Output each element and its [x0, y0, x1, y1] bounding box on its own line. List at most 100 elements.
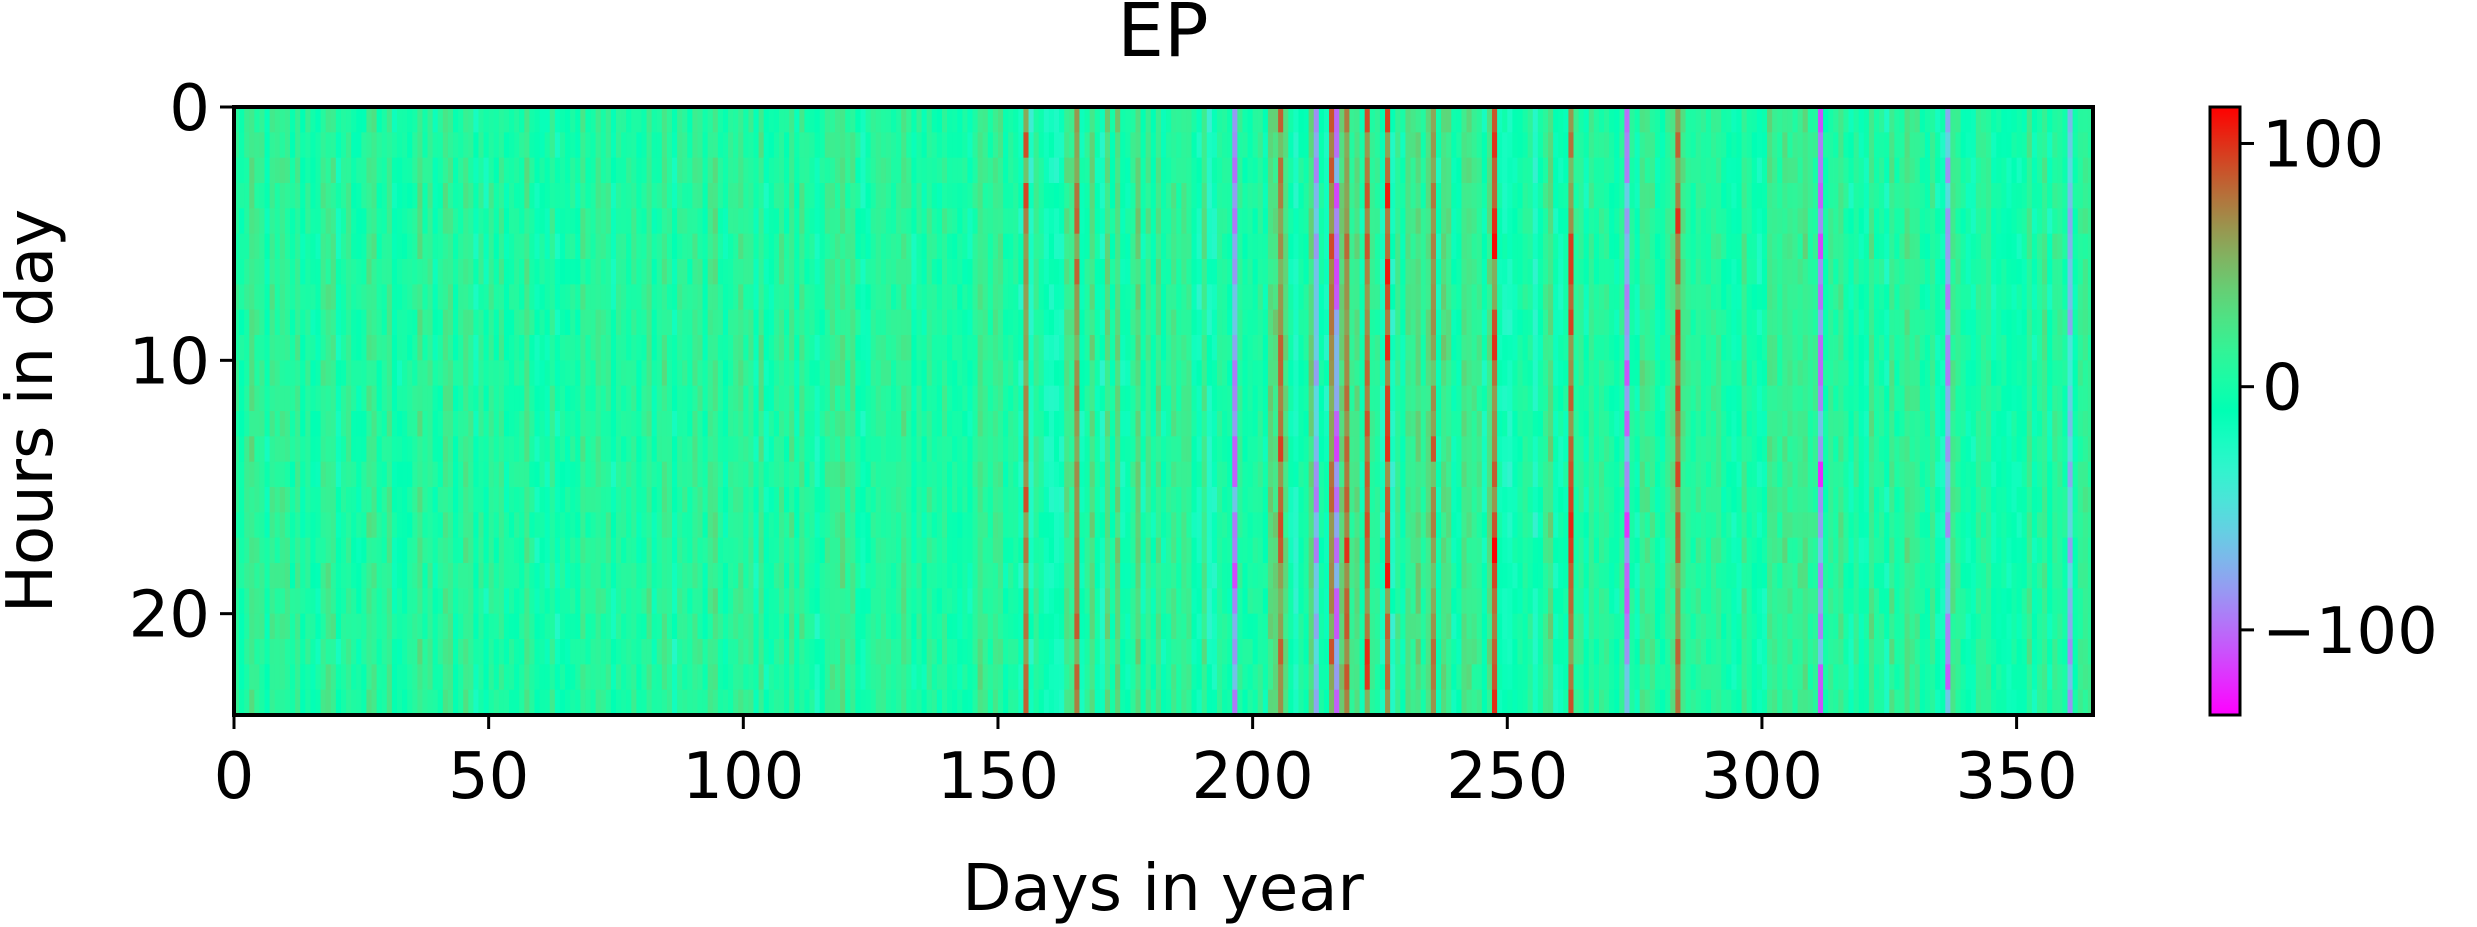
heatmap-cell	[799, 613, 806, 640]
heatmap-cell	[845, 537, 851, 564]
heatmap-cell	[1023, 208, 1030, 235]
heatmap-cell	[641, 208, 648, 235]
heatmap-cell	[407, 639, 413, 665]
heatmap-cell	[997, 563, 1004, 589]
heatmap-cell	[1135, 689, 1142, 716]
heatmap-cell	[234, 208, 240, 235]
heatmap-cell	[641, 461, 648, 488]
heatmap-cell	[1130, 335, 1137, 361]
heatmap-cell	[503, 588, 510, 615]
heatmap-cell	[1033, 385, 1040, 412]
heatmap-cell	[687, 563, 693, 589]
heatmap-cell	[753, 107, 760, 133]
heatmap-cell	[412, 107, 418, 133]
heatmap-cell	[631, 588, 637, 615]
heatmap-cell	[855, 664, 862, 691]
heatmap-cell	[427, 512, 434, 539]
heatmap-cell	[534, 233, 541, 260]
heatmap-cell	[1028, 157, 1035, 184]
heatmap-cell	[850, 613, 856, 640]
heatmap-cell	[626, 411, 632, 437]
heatmap-cell	[1191, 512, 1198, 539]
heatmap-cell	[1084, 436, 1091, 463]
heatmap-cell	[1013, 436, 1019, 463]
heatmap-cell	[870, 436, 877, 463]
heatmap-cell	[626, 639, 632, 665]
heatmap-cell	[1130, 487, 1137, 513]
heatmap-cell	[641, 132, 648, 159]
heatmap-cell	[371, 563, 378, 589]
heatmap-cell	[519, 259, 525, 285]
heatmap-cell	[605, 563, 612, 589]
heatmap-cell	[722, 309, 729, 336]
heatmap-cell	[1094, 157, 1101, 184]
heatmap-cell	[773, 639, 780, 665]
heatmap-cell	[239, 157, 245, 184]
heatmap-cell	[631, 107, 637, 133]
heatmap-cell	[768, 689, 775, 716]
heatmap-cell	[880, 461, 887, 488]
heatmap-cell	[784, 132, 790, 159]
heatmap-cell	[763, 309, 770, 336]
heatmap-cell	[814, 487, 821, 513]
heatmap-cell	[672, 259, 678, 285]
heatmap-cell	[1099, 132, 1106, 159]
heatmap-cell	[829, 233, 836, 260]
heatmap-cell	[1059, 512, 1065, 539]
heatmap-cell	[997, 461, 1004, 488]
heatmap-cell	[559, 461, 566, 488]
heatmap-cell	[809, 335, 816, 361]
heatmap-cell	[417, 157, 424, 184]
heatmap-cell	[896, 436, 902, 463]
heatmap-cell	[356, 132, 362, 159]
heatmap-cell	[717, 259, 724, 285]
heatmap-cell	[1206, 107, 1213, 133]
heatmap-cell	[1262, 411, 1269, 437]
heatmap-cell	[748, 411, 755, 437]
heatmap-cell	[595, 335, 602, 361]
heatmap-cell	[447, 563, 454, 589]
heatmap-cell	[284, 411, 291, 437]
heatmap-cell	[295, 563, 301, 589]
heatmap-cell	[407, 664, 413, 691]
heatmap-cell	[396, 107, 403, 133]
heatmap-cell	[982, 132, 989, 159]
heatmap-cell	[396, 639, 403, 665]
heatmap-cell	[860, 132, 867, 159]
heatmap-cell	[626, 259, 632, 285]
heatmap-cell	[636, 335, 643, 361]
heatmap-cell	[957, 157, 963, 184]
heatmap-cell	[656, 512, 663, 539]
heatmap-cell	[753, 537, 760, 564]
heatmap-cell	[1104, 664, 1111, 691]
heatmap-cell	[1135, 309, 1142, 336]
heatmap-cell	[875, 461, 882, 488]
heatmap-cell	[1059, 157, 1065, 184]
heatmap-cell	[799, 487, 806, 513]
heatmap-cell	[1176, 309, 1182, 336]
heatmap-cell	[1064, 537, 1070, 564]
heatmap-cell	[259, 487, 266, 513]
heatmap-cell	[402, 563, 408, 589]
heatmap-cell	[1048, 588, 1055, 615]
heatmap-cell	[819, 537, 826, 564]
heatmap-cell	[1018, 613, 1025, 640]
heatmap-cell	[641, 107, 648, 133]
heatmap-cell	[1155, 689, 1162, 716]
heatmap-cell	[712, 208, 719, 235]
heatmap-cell	[615, 385, 622, 412]
heatmap-cell	[967, 563, 974, 589]
heatmap-cell	[941, 259, 948, 285]
heatmap-cell	[473, 487, 480, 513]
heatmap-cell	[1257, 259, 1264, 285]
heatmap-cell	[824, 107, 831, 133]
heatmap-cell	[865, 664, 872, 691]
heatmap-cell	[1186, 157, 1193, 184]
heatmap-cell	[503, 613, 510, 640]
heatmap-cell	[386, 436, 393, 463]
heatmap-cell	[1023, 284, 1030, 311]
heatmap-cell	[921, 284, 928, 311]
heatmap-cell	[992, 132, 999, 159]
heatmap-cell	[463, 284, 469, 311]
heatmap-cell	[259, 436, 266, 463]
